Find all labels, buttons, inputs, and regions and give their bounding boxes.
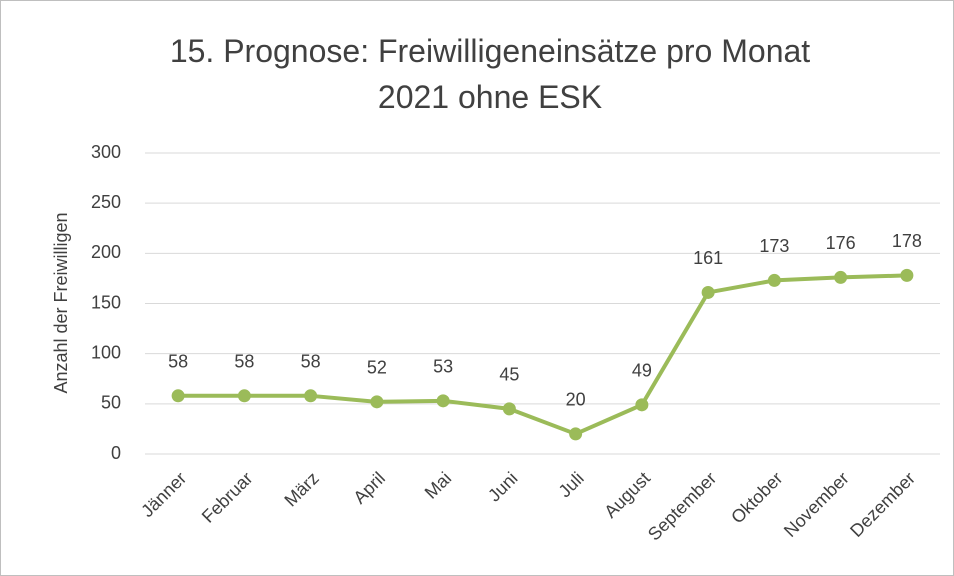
data-point <box>502 402 516 416</box>
data-label: 45 <box>499 365 519 385</box>
x-tick-label: Jänner <box>137 468 190 521</box>
chart-title: 15. Prognose: Freiwilligeneinsätze pro M… <box>169 33 811 115</box>
data-point <box>569 427 583 441</box>
data-point <box>834 270 848 284</box>
data-label: 20 <box>566 390 586 410</box>
x-tick-label: August <box>600 468 654 522</box>
series-line <box>178 273 907 436</box>
data-label: 161 <box>693 248 723 268</box>
x-tick-label: Mai <box>421 468 456 503</box>
data-point <box>237 389 251 403</box>
data-point <box>370 395 384 409</box>
data-label: 176 <box>826 233 856 253</box>
data-label: 178 <box>892 231 922 251</box>
data-label: 49 <box>632 361 652 381</box>
x-tick-label: März <box>280 468 322 510</box>
y-tick-label: 150 <box>91 292 121 312</box>
data-label: 53 <box>433 357 453 377</box>
x-tick-label: Dezember <box>846 468 919 541</box>
y-tick-label: 50 <box>101 393 121 413</box>
data-label: 52 <box>367 358 387 378</box>
data-point <box>635 398 649 412</box>
data-label: 58 <box>301 352 321 372</box>
x-tick-label: April <box>349 468 389 508</box>
x-tick-label: Juni <box>484 468 521 505</box>
y-axis-label: Anzahl der Freiwilligen <box>51 212 71 393</box>
x-tick-label: Oktober <box>727 468 786 527</box>
x-tick-label: November <box>780 468 853 541</box>
data-point <box>304 389 318 403</box>
data-point <box>767 273 781 287</box>
data-point <box>171 389 185 403</box>
data-label: 173 <box>759 236 789 256</box>
y-tick-label: 300 <box>91 142 121 162</box>
x-tick-label: September <box>644 468 720 544</box>
x-tick-label: Februar <box>198 468 257 527</box>
data-point <box>436 394 450 408</box>
data-label: 58 <box>234 352 254 372</box>
data-point <box>701 285 715 299</box>
y-tick-label: 200 <box>91 242 121 262</box>
data-label: 58 <box>168 352 188 372</box>
x-tick-label: Juli <box>555 468 588 501</box>
y-tick-label: 0 <box>111 443 121 463</box>
y-tick-label: 250 <box>91 192 121 212</box>
y-tick-label: 100 <box>91 342 121 362</box>
data-point <box>900 268 914 282</box>
